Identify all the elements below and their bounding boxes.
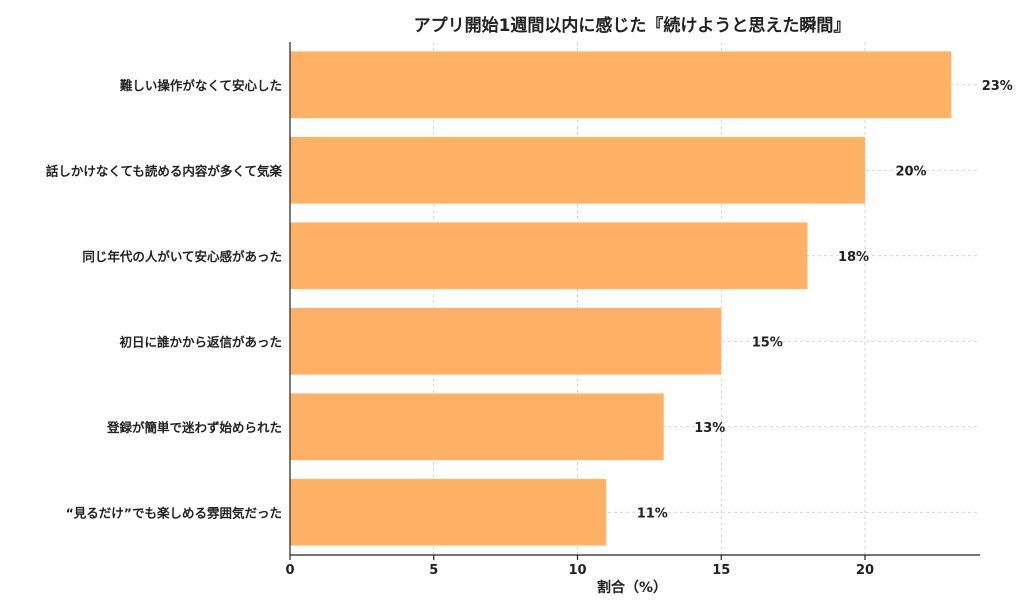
category-label: 同じ年代の人がいて安心感があった — [82, 249, 282, 264]
category-label: “見るだけ”でも楽しめる雰囲気だった — [66, 505, 282, 520]
x-tick-label: 5 — [429, 563, 438, 578]
data-label: 11% — [637, 506, 668, 521]
x-axis-ticks: 0 5 10 15 20 — [285, 555, 874, 578]
category-label: 話しかけなくても読める内容が多くて気楽 — [46, 163, 283, 178]
data-label: 13% — [694, 421, 725, 436]
data-label: 18% — [838, 250, 869, 265]
data-label: 20% — [895, 164, 926, 179]
bar — [290, 136, 865, 204]
category-label: 初日に誰かから返信があった — [119, 334, 282, 349]
bar-layer: 23% 20% 18% 15% 13% 11% — [290, 51, 1013, 546]
x-axis-label: 割合（%） — [597, 579, 667, 596]
bar — [290, 51, 952, 119]
data-label: 15% — [752, 335, 783, 350]
bar — [290, 307, 722, 375]
bar — [290, 222, 808, 290]
x-tick-label: 20 — [856, 563, 874, 578]
grid-layer — [290, 42, 980, 555]
category-label: 難しい操作がなくて安心した — [120, 78, 282, 93]
chart-title: アプリ開始1週間以内に感じた『続けようと思えた瞬間』 — [414, 15, 851, 36]
data-label: 23% — [982, 79, 1013, 94]
category-label: 登録が簡単で迷わず始められた — [106, 420, 282, 435]
x-tick-label: 15 — [712, 563, 730, 578]
x-tick-label: 10 — [568, 563, 586, 578]
category-labels: 難しい操作がなくて安心した話しかけなくても読める内容が多くて気楽同じ年代の人がい… — [46, 78, 283, 521]
x-tick-label: 0 — [285, 563, 294, 578]
bar — [290, 393, 664, 461]
bar — [290, 478, 607, 546]
